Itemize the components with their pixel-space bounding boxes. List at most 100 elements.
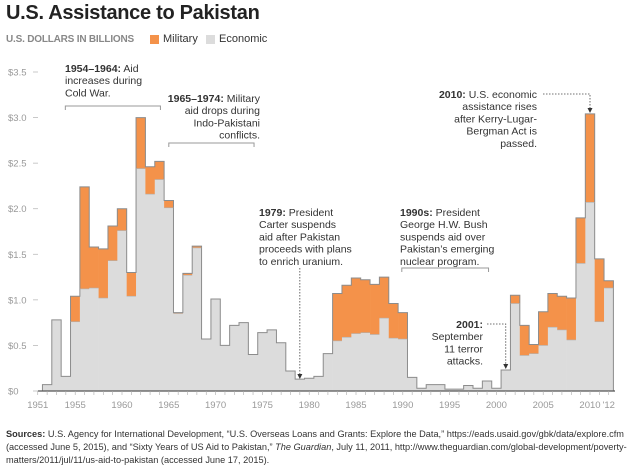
x-tick-label: 1990 <box>392 400 413 411</box>
annotation-line: attacks. <box>447 356 483 368</box>
bar-economic <box>388 338 399 391</box>
annotation-text: Aid <box>121 63 139 75</box>
arrowhead-icon <box>503 364 509 369</box>
sources-note: Sources: U.S. Agency for International D… <box>6 428 636 467</box>
x-tick-label: 1960 <box>111 400 132 411</box>
bar-economic <box>51 319 62 391</box>
bar-economic <box>164 207 174 391</box>
y-tick-label: $0.5 <box>8 341 27 352</box>
bar-economic <box>426 384 436 391</box>
bar-economic <box>482 380 493 391</box>
y-tick-label: $3.0 <box>8 113 27 124</box>
annotation-line: 2001: <box>456 319 483 331</box>
annotation-year: 2010: <box>439 89 466 101</box>
annotation-year: 1965–1974: <box>168 93 224 105</box>
y-tick-label: $0 <box>8 387 19 398</box>
bar-economic <box>173 313 184 391</box>
bar-military <box>510 295 521 304</box>
bar-military <box>557 296 567 330</box>
annotation-line: aid drops during <box>185 105 260 117</box>
bar-economic <box>210 298 221 391</box>
bar-economic <box>585 202 595 391</box>
x-tick-label: 2010 <box>579 400 600 411</box>
bar-economic <box>61 376 71 391</box>
bar-economic <box>398 339 408 391</box>
bar-economic <box>529 353 539 391</box>
bar-economic <box>145 194 156 391</box>
y-tick-label: $3.5 <box>8 68 27 79</box>
annotation-line: Pakistan’s emerging <box>400 244 495 256</box>
annotation-line: Cold War. <box>65 87 111 99</box>
annotation-bracket <box>168 142 255 147</box>
sources-label: Sources: <box>6 429 46 439</box>
bar-economic <box>435 384 446 391</box>
bar-military <box>351 277 361 334</box>
bar-economic <box>379 318 390 391</box>
sources-text-2: , July 11, 2011, http://www.theguardian.… <box>6 442 627 465</box>
bar-military <box>538 311 549 346</box>
bar-military <box>70 296 81 322</box>
bar-economic <box>323 353 333 391</box>
legend-swatch-military <box>150 34 159 44</box>
annotation-line: 11 terror <box>444 343 483 355</box>
bar-military <box>575 217 586 264</box>
bar-economic <box>267 329 277 391</box>
x-tick-label: 1951 <box>27 400 48 411</box>
x-tick-label: 2005 <box>533 400 554 411</box>
bar-economic <box>285 370 296 391</box>
annotation-text: Military <box>224 93 261 105</box>
annotation-line: proceeds with plans <box>259 244 352 256</box>
bar-military <box>117 208 127 231</box>
annotation-line: Bergman Act is <box>466 126 537 138</box>
bar-economic <box>192 247 202 391</box>
bar-economic <box>89 288 99 391</box>
bar-economic <box>370 334 380 391</box>
bar-economic <box>248 354 259 391</box>
bar-military <box>89 246 99 289</box>
bar-economic <box>547 327 558 391</box>
arrowhead-icon <box>297 374 303 379</box>
annotation-text: President <box>286 207 333 219</box>
legend-label-economic: Economic <box>219 33 268 45</box>
annotation-line: suspends aid over <box>400 231 486 243</box>
bar-economic <box>454 389 464 391</box>
bar-economic <box>351 333 361 391</box>
bar-economic <box>491 388 502 391</box>
chart-title: U.S. Assistance to Pakistan <box>6 2 260 24</box>
annotation-line: 1954–1964: Aid <box>65 63 139 75</box>
bar-economic <box>304 378 315 391</box>
bar-military <box>370 284 380 335</box>
bar-economic <box>79 288 90 391</box>
bar-economic <box>257 332 268 391</box>
annotation-bracket <box>64 105 161 110</box>
annotation-line: conflicts. <box>219 130 260 142</box>
bar-economic <box>201 339 212 391</box>
y-tick-label: $1.0 <box>8 295 27 306</box>
x-tick-label: '12 <box>603 400 615 411</box>
x-tick-label: 1980 <box>299 400 320 411</box>
legend-swatch-economic <box>206 34 215 44</box>
annotation-year: 1979: <box>259 207 286 219</box>
bar-military <box>594 258 605 322</box>
bar-economic <box>557 329 567 391</box>
bar-military <box>107 226 118 261</box>
bar-economic <box>501 370 511 391</box>
annotation-year: 2001: <box>456 319 483 331</box>
bar-military <box>332 293 343 341</box>
annotation-line: September <box>432 331 484 343</box>
annotation-pointer <box>543 93 591 110</box>
annotation-line: Carter suspends <box>259 219 336 231</box>
annotation-year: 1954–1964: <box>65 63 121 75</box>
bar-military <box>360 279 371 333</box>
bar-economic <box>220 345 230 391</box>
bar-military <box>341 285 352 338</box>
annotation-line: passed. <box>500 138 537 150</box>
annotation-line: assistance rises <box>462 101 537 113</box>
legend-label-military: Military <box>163 33 198 45</box>
x-tick-label: 1985 <box>345 400 366 411</box>
sources-text-1: U.S. Agency for International Developmen… <box>6 429 624 452</box>
y-tick-label: $2.5 <box>8 159 27 170</box>
